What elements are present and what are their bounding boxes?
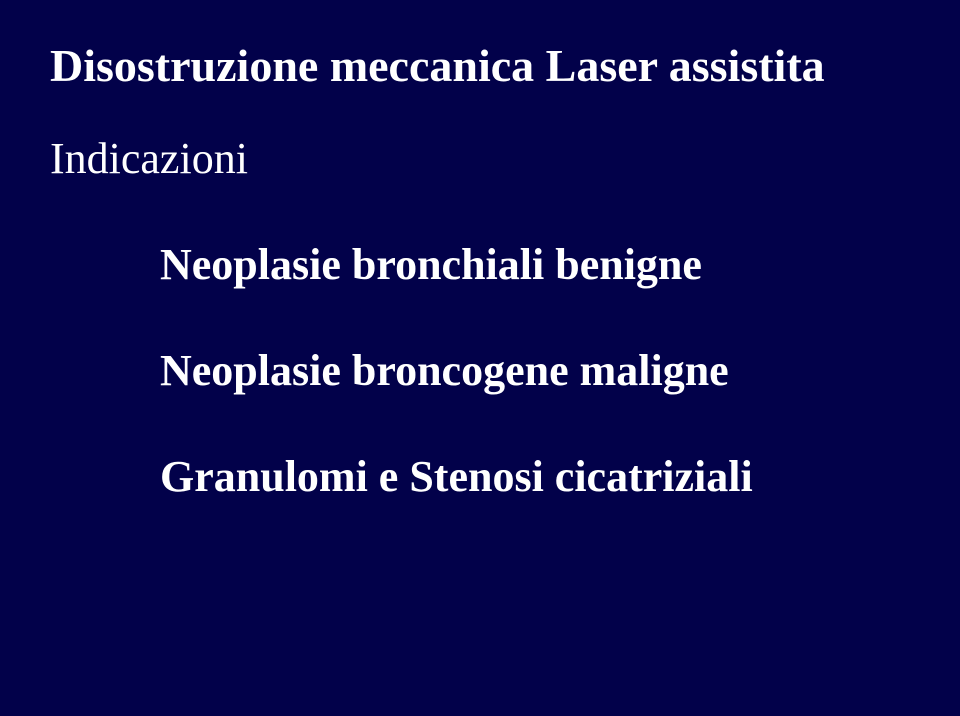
slide: Disostruzione meccanica Laser assistita …: [0, 0, 960, 716]
bullet-item: Neoplasie broncogene maligne: [160, 345, 910, 396]
bullet-item: Neoplasie bronchiali benigne: [160, 239, 910, 290]
bullet-item: Granulomi e Stenosi cicatriziali: [160, 451, 910, 502]
slide-subtitle: Indicazioni: [50, 133, 910, 184]
slide-title: Disostruzione meccanica Laser assistita: [50, 40, 910, 93]
